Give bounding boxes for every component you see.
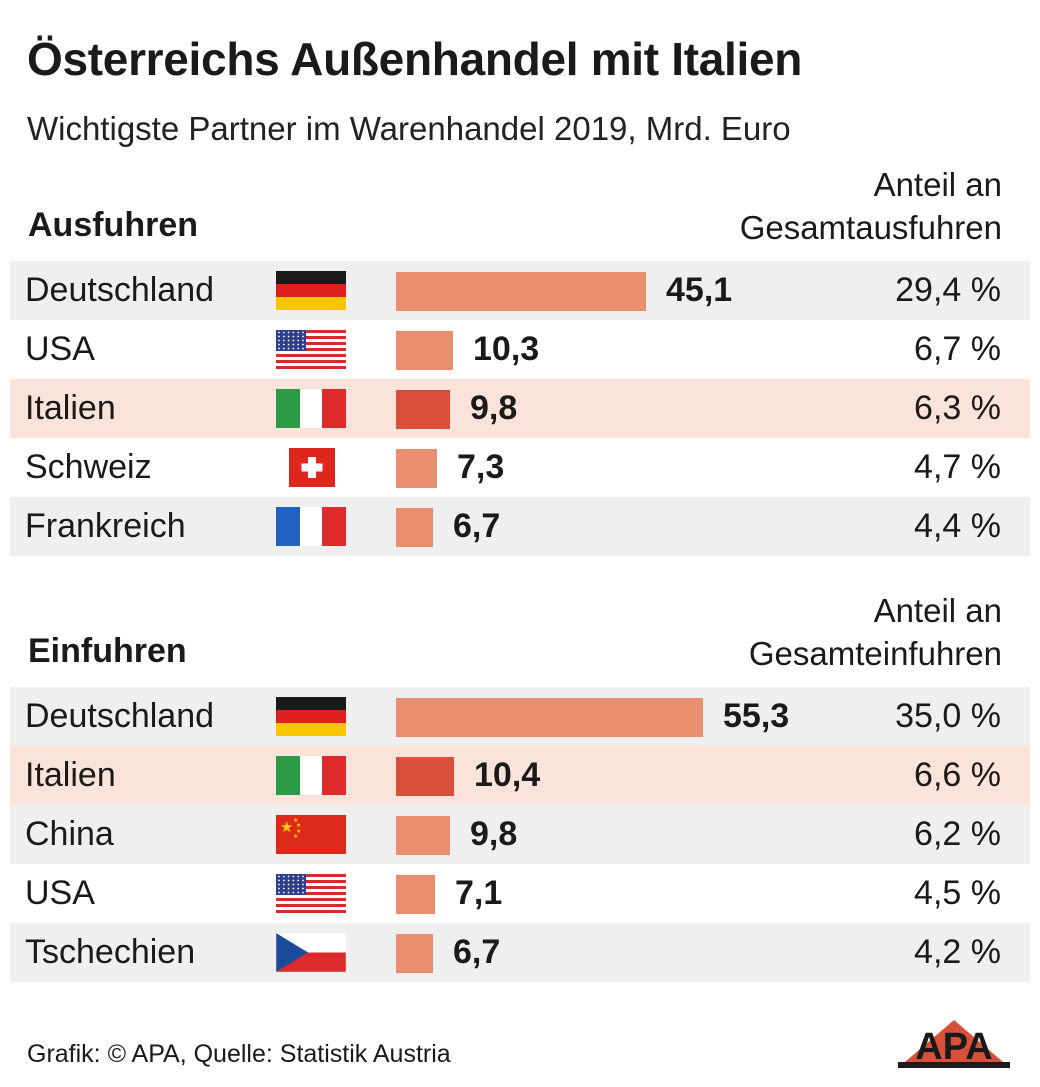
share-value: 6,3 % (914, 389, 1001, 427)
share-value: 4,2 % (914, 933, 1001, 971)
table-row: Schweiz 7,3 4,7 % (10, 438, 1030, 497)
switzerland-flag (289, 448, 335, 487)
share-value: 4,4 % (914, 507, 1001, 545)
country-label-deutschland: Deutschland (25, 697, 215, 735)
country-label-tschechien: Tschechien (25, 933, 196, 971)
table-row: China ★ ★ ★ ★ ★ 9,8 6,2 % (10, 805, 1030, 864)
table-row: Italien 9,8 6,3 % (10, 379, 1030, 438)
value-label: 7,1 (455, 874, 503, 912)
table-row: Deutschland 45,1 29,4 % (10, 261, 1030, 320)
svg-text:★: ★ (296, 822, 301, 829)
italy-flag (276, 756, 346, 795)
usa-flag (276, 330, 346, 369)
share-value: 6,7 % (914, 330, 1001, 368)
country-label-frankreich: Frankreich (25, 507, 186, 545)
country-label-usa: USA (25, 874, 95, 912)
exports-rows: Deutschland 45,1 29,4 % USA 10,3 6,7 % Italien… (10, 261, 1030, 556)
bar-deutschland (396, 698, 703, 737)
germany-flag (276, 697, 346, 736)
bar-frankreich (396, 508, 433, 547)
france-flag (276, 507, 346, 546)
value-label: 9,8 (470, 815, 518, 853)
svg-text:★: ★ (296, 828, 301, 835)
value-label: 45,1 (666, 271, 733, 309)
bar-china (396, 816, 450, 855)
bar-usa (396, 875, 435, 914)
usa-flag (276, 874, 346, 913)
share-value: 4,5 % (914, 874, 1001, 912)
imports-rows: Deutschland 55,3 35,0 % Italien 10,4 6,6 % Chi… (10, 687, 1030, 982)
value-label: 10,4 (474, 756, 541, 794)
logo-text: APA (915, 1026, 992, 1068)
value-label: 7,3 (457, 448, 505, 486)
svg-text:★: ★ (280, 819, 293, 836)
bar-usa (396, 331, 453, 370)
share-value: 35,0 % (895, 697, 1001, 735)
share-header-line2: Gesamtausfuhren (739, 209, 1002, 246)
share-header-line1: Anteil an (873, 166, 1002, 203)
country-label-schweiz: Schweiz (25, 448, 152, 486)
country-label-usa: USA (25, 330, 95, 368)
table-row: Frankreich 6,7 4,4 % (10, 497, 1030, 556)
country-label-deutschland: Deutschland (25, 271, 215, 309)
germany-flag (276, 271, 346, 310)
value-label: 55,3 (723, 697, 790, 735)
table-row: Italien 10,4 6,6 % (10, 746, 1030, 805)
table-row: USA 7,1 4,5 % (10, 864, 1030, 923)
section-title-imports: Einfuhren (28, 632, 187, 670)
table-row: USA 10,3 6,7 % (10, 320, 1030, 379)
chart-title: Österreichs Außenhandel mit Italien (27, 33, 803, 85)
value-label: 6,7 (453, 933, 501, 971)
svg-text:★: ★ (293, 817, 298, 824)
bar-deutschland (396, 272, 646, 311)
bar-tschechien (396, 934, 433, 973)
italy-flag (276, 389, 346, 428)
bar-schweiz (396, 449, 437, 488)
section-title-exports: Ausfuhren (28, 206, 198, 244)
bar-italien (396, 757, 454, 796)
share-value: 4,7 % (914, 448, 1001, 486)
exports-section: Ausfuhren Anteil an Gesamtausfuhren Deut… (10, 165, 1030, 556)
share-value: 6,2 % (914, 815, 1001, 853)
svg-text:★: ★ (293, 833, 298, 840)
china-flag: ★ ★ ★ ★ ★ (276, 815, 346, 854)
country-label-china: China (25, 815, 114, 853)
share-header-line2: Gesamteinfuhren (748, 635, 1002, 672)
share-value: 29,4 % (895, 271, 1001, 309)
share-header-exports: Anteil an Gesamtausfuhren (740, 163, 1002, 249)
chart-subtitle: Wichtigste Partner im Warenhandel 2019, … (27, 110, 791, 147)
bar-italien (396, 390, 450, 429)
table-row: Deutschland 55,3 35,0 % (10, 687, 1030, 746)
value-label: 10,3 (473, 330, 540, 368)
share-header-imports: Anteil an Gesamteinfuhren (749, 589, 1002, 675)
czech-flag (275, 932, 347, 973)
value-label: 9,8 (470, 389, 518, 427)
country-label-italien: Italien (25, 389, 116, 427)
imports-section: Einfuhren Anteil an Gesamteinfuhren Deut… (10, 591, 1030, 982)
share-value: 6,6 % (914, 756, 1001, 794)
table-row: Tschechien 6,7 4,2 % (10, 923, 1030, 982)
value-label: 6,7 (453, 507, 501, 545)
share-header-line1: Anteil an (873, 592, 1002, 629)
source-footer: Grafik: © APA, Quelle: Statistik Austria (27, 1040, 451, 1068)
country-label-italien: Italien (25, 756, 116, 794)
apa-logo: APA (898, 1020, 1010, 1068)
